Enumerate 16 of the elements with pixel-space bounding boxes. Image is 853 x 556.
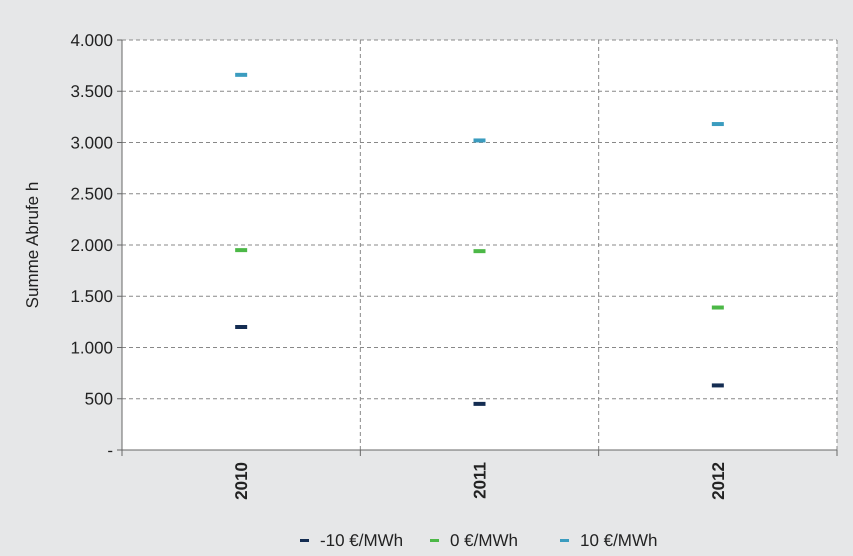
- y-tick-label: 1.000: [70, 338, 113, 358]
- legend-label: -10 €/MWh: [320, 530, 404, 550]
- y-tick-label: 3.000: [70, 133, 113, 152]
- y-axis-title: Summe Abrufe h: [23, 182, 42, 308]
- legend-label: 10 €/MWh: [580, 530, 658, 550]
- legend-label: 0 €/MWh: [450, 530, 518, 550]
- y-tick-label: 3.500: [70, 82, 113, 102]
- x-tick-label: 2011: [470, 462, 490, 499]
- y-tick-label: 500: [84, 390, 113, 409]
- y-tick-label: 1.500: [70, 287, 113, 306]
- x-tick-label: 2010: [232, 462, 252, 500]
- y-tick-label: 4.000: [70, 30, 113, 50]
- y-tick-label: 2.500: [70, 184, 113, 204]
- y-tick-label: 2.000: [70, 236, 113, 255]
- y-tick-label: -: [107, 440, 113, 460]
- x-tick-label: 2012: [708, 462, 728, 500]
